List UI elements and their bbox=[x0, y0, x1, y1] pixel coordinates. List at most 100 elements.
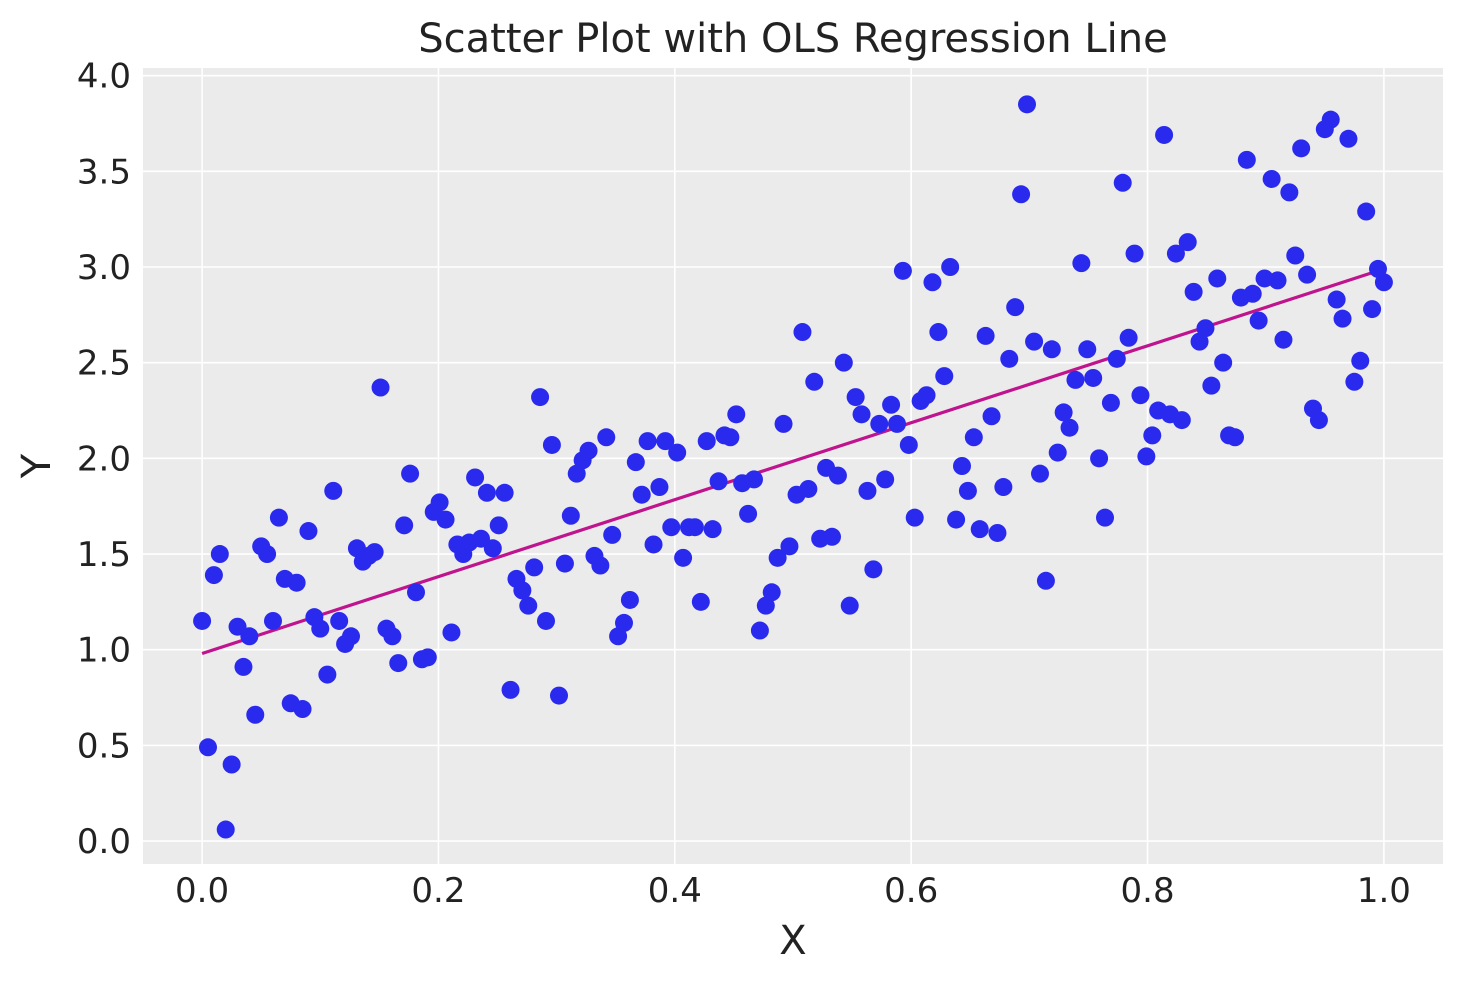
x-tick-label: 0.4 bbox=[648, 871, 702, 911]
scatter-point bbox=[442, 623, 461, 642]
y-tick-label: 1.0 bbox=[77, 631, 131, 671]
scatter-point bbox=[935, 367, 954, 386]
scatter-point bbox=[709, 472, 728, 491]
scatter-point bbox=[1268, 271, 1287, 290]
scatter-point bbox=[1327, 290, 1346, 309]
y-tick-label: 1.5 bbox=[77, 535, 131, 575]
scatter-point bbox=[888, 414, 906, 433]
y-tick-label: 4.0 bbox=[77, 57, 131, 97]
scatter-point bbox=[1363, 300, 1382, 319]
scatter-point bbox=[1036, 571, 1055, 590]
scatter-point bbox=[561, 506, 580, 525]
scatter-point bbox=[823, 527, 841, 546]
scatter-point bbox=[615, 613, 633, 632]
y-tick-label: 2.5 bbox=[77, 344, 131, 384]
scatter-point bbox=[638, 432, 657, 451]
scatter-point bbox=[964, 428, 983, 447]
scatter-point bbox=[1374, 273, 1393, 292]
x-tick-label: 1.0 bbox=[1357, 871, 1411, 911]
scatter-point bbox=[632, 485, 651, 504]
scatter-point bbox=[1143, 426, 1162, 445]
scatter-point bbox=[1012, 185, 1031, 204]
scatter-point bbox=[799, 479, 818, 498]
scatter-point bbox=[1178, 233, 1197, 252]
scatter-point bbox=[395, 516, 414, 535]
scatter-point bbox=[876, 470, 895, 489]
scatter-point bbox=[697, 432, 716, 451]
scatter-point bbox=[330, 611, 349, 630]
scatter-point bbox=[1072, 254, 1091, 273]
scatter-point bbox=[371, 378, 390, 397]
scatter-point bbox=[917, 386, 936, 405]
scatter-point bbox=[691, 592, 710, 611]
regression-line-layer bbox=[201, 267, 1385, 656]
x-tick-label: 0.8 bbox=[1121, 871, 1175, 911]
scatter-point bbox=[976, 326, 995, 345]
x-tick-label: 0.2 bbox=[411, 871, 465, 911]
scatter-point bbox=[555, 554, 574, 573]
scatter-point bbox=[483, 539, 502, 558]
scatter-point bbox=[365, 543, 384, 562]
scatter-point bbox=[1357, 202, 1376, 221]
scatter-point bbox=[489, 516, 508, 535]
scatter-point bbox=[947, 510, 966, 529]
scatter-point bbox=[1084, 368, 1103, 387]
scatter-point bbox=[1031, 464, 1049, 483]
scatter-point bbox=[1243, 284, 1262, 303]
scatter-point bbox=[537, 611, 555, 630]
scatter-point bbox=[905, 508, 924, 527]
scatter-point bbox=[401, 464, 420, 483]
scatter-point bbox=[1166, 244, 1185, 263]
scatter-point bbox=[204, 566, 223, 585]
scatter-point bbox=[893, 261, 912, 280]
scatter-point bbox=[685, 518, 704, 537]
y-tick-label: 3.5 bbox=[77, 152, 131, 192]
scatter-point bbox=[762, 583, 781, 602]
scatter-point bbox=[1345, 372, 1364, 391]
scatter-point bbox=[542, 435, 561, 454]
scatter-point bbox=[626, 453, 645, 472]
plot-background bbox=[143, 68, 1443, 864]
scatter-point bbox=[858, 481, 877, 500]
scatter-point bbox=[1125, 244, 1144, 263]
scatter-point bbox=[846, 388, 865, 407]
scatter-point bbox=[1137, 447, 1156, 466]
scatter-point bbox=[994, 478, 1013, 497]
scatter-point bbox=[287, 573, 306, 592]
scatter-point bbox=[774, 414, 793, 433]
scatter-point bbox=[1113, 173, 1132, 192]
scatter-point bbox=[674, 548, 693, 567]
scatter-point bbox=[1054, 403, 1073, 422]
x-tick-label: 0.6 bbox=[884, 871, 938, 911]
y-tick-label: 3.0 bbox=[77, 248, 131, 288]
scatter-point bbox=[597, 428, 616, 447]
scatter-point bbox=[1048, 443, 1067, 462]
scatter-point bbox=[430, 493, 449, 512]
scatter-point bbox=[1155, 125, 1174, 144]
scatter-point bbox=[745, 470, 763, 489]
scatter-point bbox=[418, 648, 437, 667]
chart-title: Scatter Plot with OLS Regression Line bbox=[418, 16, 1167, 62]
scatter-point bbox=[222, 755, 241, 774]
scatter-point bbox=[982, 407, 1001, 426]
scatter-point bbox=[525, 558, 544, 577]
scatter-point bbox=[1237, 150, 1256, 169]
scatter-point bbox=[988, 523, 1007, 542]
scatter-point bbox=[864, 560, 883, 579]
scatter-point bbox=[519, 596, 538, 615]
y-axis-label: Y bbox=[14, 453, 60, 479]
y-tick-label: 2.0 bbox=[77, 439, 131, 479]
scatter-point bbox=[1196, 319, 1215, 338]
scatter-point bbox=[567, 464, 586, 483]
scatter-point bbox=[1101, 393, 1120, 412]
x-axis-label: X bbox=[779, 918, 806, 964]
scatter-point bbox=[805, 372, 824, 391]
scatter-point bbox=[1292, 139, 1311, 158]
data-points bbox=[193, 95, 1393, 839]
scatter-point bbox=[1090, 449, 1109, 468]
scatter-point bbox=[656, 432, 675, 451]
scatter-point bbox=[269, 508, 288, 527]
scatter-point bbox=[1274, 330, 1293, 349]
